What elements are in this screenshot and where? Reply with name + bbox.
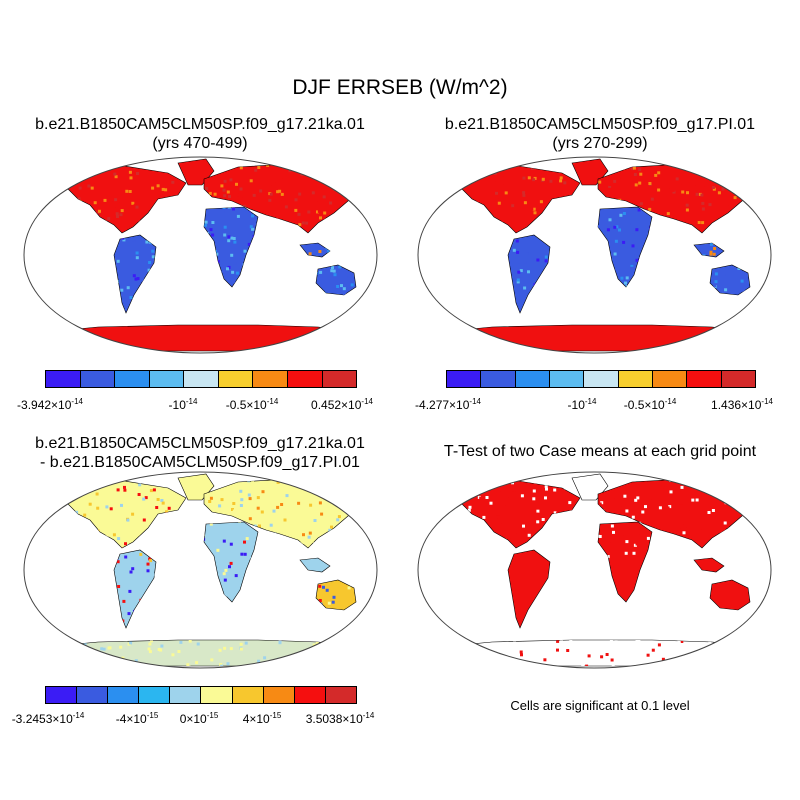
cb3-swatch-5	[201, 687, 233, 703]
panel3-title-line2: - b.e21.B1850CAM5CLM50SP.f09_g17.PI.01	[40, 454, 360, 471]
cb1-label-0: -3.942×10-14	[17, 397, 83, 413]
cb2-label-1: -10-14	[567, 397, 597, 413]
colorbar-case1	[45, 370, 357, 388]
land-maritime	[693, 557, 725, 573]
cb1-swatch-6	[253, 371, 288, 387]
panel4-title-line1: T-Test of two Case means at each grid po…	[443, 443, 757, 460]
cb2-label-3: 1.436×10-14	[711, 397, 773, 413]
cb3-swatch-1	[77, 687, 109, 703]
cb3-swatch-4	[170, 687, 202, 703]
panel2-title-line1: b.e21.B1850CAM5CLM50SP.f09_g17.PI.01	[444, 116, 756, 133]
cb3-swatch-7	[263, 687, 295, 703]
land-northAmerica	[67, 164, 187, 234]
cb2-swatch-4	[584, 371, 619, 387]
cb1-swatch-0	[46, 371, 81, 387]
land-australia	[709, 579, 751, 611]
cb3-swatch-6	[232, 687, 264, 703]
land-southAmerica	[507, 549, 551, 629]
cb3-label-4: 3.5038×10-14	[305, 711, 375, 727]
cb2-swatch-5	[618, 371, 653, 387]
cb1-swatch-2	[115, 371, 150, 387]
cb2-label-2: -0.5×10-14	[623, 397, 677, 413]
cb1-label-2: -0.5×10-14	[225, 397, 279, 413]
cb3-swatch-3	[139, 687, 171, 703]
cb3-swatch-8	[294, 687, 326, 703]
land-maritime	[693, 242, 725, 258]
cb3-swatch-0	[46, 687, 78, 703]
cb3-label-3: 4×10-15	[242, 711, 282, 727]
cb2-swatch-8	[721, 371, 755, 387]
panel2-title: b.e21.B1850CAM5CLM50SP.f09_g17.PI.01 (yr…	[400, 115, 800, 153]
cb2-swatch-1	[481, 371, 516, 387]
cb1-swatch-1	[80, 371, 116, 387]
cb3-swatch-9	[325, 687, 356, 703]
land-africa	[203, 206, 259, 288]
main-title: DJF ERRSEB (W/m^2)	[292, 76, 508, 99]
land-maritime	[299, 242, 331, 258]
land-africa	[597, 521, 653, 603]
cb1-label-1: -10-14	[168, 397, 198, 413]
land-africa	[597, 206, 653, 288]
map-case2	[417, 156, 772, 354]
cb2-swatch-7	[687, 371, 722, 387]
cb2-swatch-2	[515, 371, 550, 387]
colorbar-case2	[446, 370, 756, 388]
cb1-swatch-7	[287, 371, 323, 387]
colorbar-difference	[45, 686, 357, 704]
cb2-label-0: -4.277×10-14	[415, 397, 481, 413]
cb2-swatch-6	[652, 371, 688, 387]
panel4-title: T-Test of two Case means at each grid po…	[400, 442, 800, 461]
significance-note: Cells are significant at 0.1 level	[510, 698, 690, 713]
panel1-title-line1: b.e21.B1850CAM5CLM50SP.f09_g17.21ka.01	[35, 116, 365, 133]
panel1-title-line2: (yrs 470-499)	[152, 135, 248, 152]
cb3-label-2: 0×10-15	[179, 711, 219, 727]
panel3-title: b.e21.B1850CAM5CLM50SP.f09_g17.21ka.01 -…	[0, 434, 400, 472]
land-northAmerica	[461, 479, 581, 549]
panel1-title: b.e21.B1850CAM5CLM50SP.f09_g17.21ka.01 (…	[0, 115, 400, 153]
map-frame	[417, 156, 772, 354]
land-northAmerica	[461, 164, 581, 234]
map-frame	[23, 471, 378, 669]
cb1-swatch-5	[218, 371, 254, 387]
land-australia	[315, 579, 357, 611]
cb1-swatch-8	[322, 371, 357, 387]
land-southAmerica	[507, 234, 551, 314]
land-maritime	[299, 557, 331, 573]
cb3-label-1: -4×10-15	[115, 711, 159, 727]
cb2-swatch-3	[549, 371, 585, 387]
cb2-swatch-0	[447, 371, 482, 387]
map-frame	[417, 471, 772, 669]
map-case1	[23, 156, 378, 354]
map-frame	[23, 156, 378, 354]
cb1-swatch-4	[184, 371, 219, 387]
land-australia	[315, 264, 357, 296]
cb1-swatch-3	[149, 371, 185, 387]
panel2-title-line2: (yrs 270-299)	[552, 135, 648, 152]
cb1-label-3: 0.452×10-14	[311, 397, 373, 413]
map-ttest-significance	[417, 471, 772, 669]
panel3-title-line1: b.e21.B1850CAM5CLM50SP.f09_g17.21ka.01	[35, 435, 365, 452]
cb3-label-0: -3.2453×10-14	[11, 711, 85, 727]
map-difference	[23, 471, 378, 669]
land-southAmerica	[113, 234, 157, 314]
cb3-swatch-2	[108, 687, 140, 703]
